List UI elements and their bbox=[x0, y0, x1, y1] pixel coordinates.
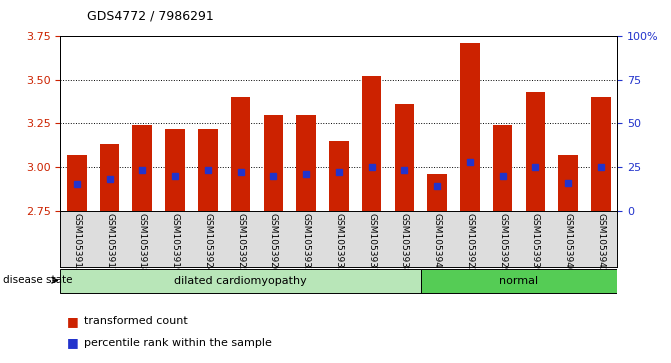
Text: GSM1053933: GSM1053933 bbox=[301, 213, 311, 274]
Bar bbox=[231, 97, 250, 211]
Bar bbox=[100, 144, 119, 211]
Text: ■: ■ bbox=[67, 315, 79, 328]
Bar bbox=[165, 129, 185, 211]
Bar bbox=[297, 115, 316, 211]
Text: percentile rank within the sample: percentile rank within the sample bbox=[84, 338, 272, 348]
FancyBboxPatch shape bbox=[60, 269, 421, 293]
Text: GSM1053922: GSM1053922 bbox=[466, 213, 474, 274]
Text: GSM1053925: GSM1053925 bbox=[236, 213, 245, 274]
Text: GDS4772 / 7986291: GDS4772 / 7986291 bbox=[87, 9, 214, 22]
Text: GSM1053929: GSM1053929 bbox=[498, 213, 507, 274]
Text: GSM1053937: GSM1053937 bbox=[367, 213, 376, 274]
Text: GSM1053940: GSM1053940 bbox=[564, 213, 572, 274]
Text: GSM1053915: GSM1053915 bbox=[72, 213, 81, 274]
Bar bbox=[591, 97, 611, 211]
Text: transformed count: transformed count bbox=[84, 316, 188, 326]
Bar bbox=[132, 125, 152, 211]
Text: GSM1053924: GSM1053924 bbox=[203, 213, 212, 274]
Bar bbox=[427, 174, 447, 211]
Text: GSM1053926: GSM1053926 bbox=[269, 213, 278, 274]
Bar bbox=[460, 43, 480, 211]
Text: normal: normal bbox=[499, 276, 539, 286]
Bar bbox=[525, 92, 546, 211]
Text: GSM1053935: GSM1053935 bbox=[334, 213, 344, 274]
Text: GSM1053939: GSM1053939 bbox=[531, 213, 540, 274]
Bar bbox=[395, 104, 414, 211]
Bar bbox=[198, 129, 217, 211]
Text: ■: ■ bbox=[67, 337, 79, 350]
Text: GSM1053941: GSM1053941 bbox=[433, 213, 442, 274]
Bar bbox=[362, 76, 381, 211]
Bar bbox=[558, 155, 578, 211]
Text: GSM1053942: GSM1053942 bbox=[597, 213, 605, 274]
Text: GSM1053918: GSM1053918 bbox=[138, 213, 147, 274]
Bar bbox=[264, 115, 283, 211]
Bar bbox=[329, 141, 349, 211]
Text: GSM1053938: GSM1053938 bbox=[400, 213, 409, 274]
Text: disease state: disease state bbox=[3, 275, 73, 285]
Bar bbox=[67, 155, 87, 211]
Text: GSM1053917: GSM1053917 bbox=[105, 213, 114, 274]
Text: GSM1053919: GSM1053919 bbox=[170, 213, 180, 274]
Bar bbox=[493, 125, 513, 211]
Text: dilated cardiomyopathy: dilated cardiomyopathy bbox=[174, 276, 307, 286]
FancyBboxPatch shape bbox=[421, 269, 617, 293]
